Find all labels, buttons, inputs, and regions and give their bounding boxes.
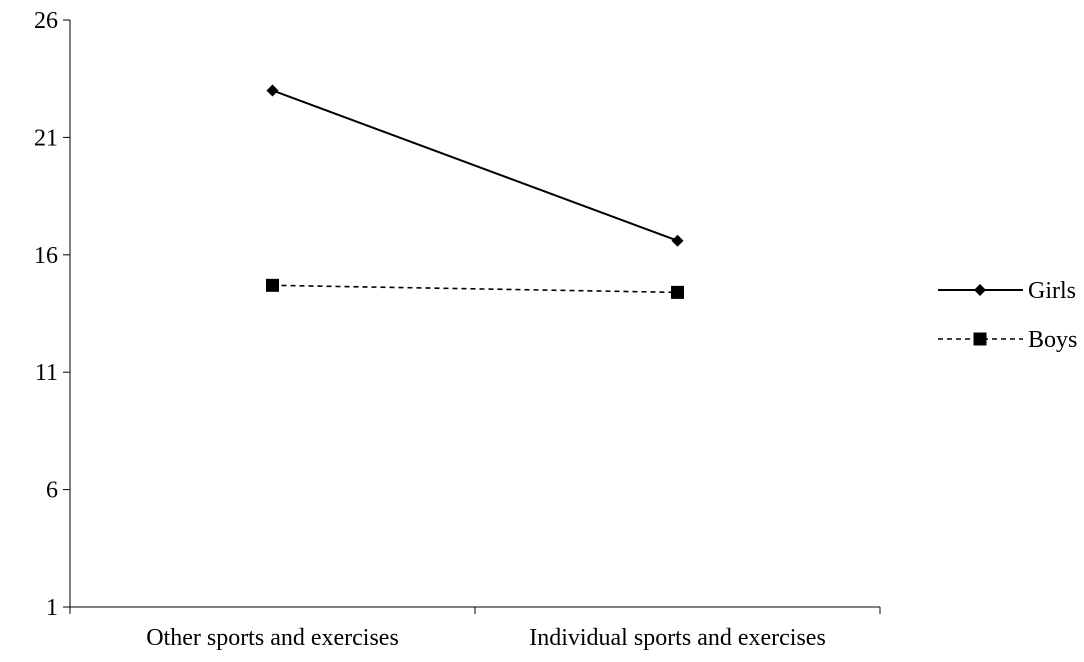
axes xyxy=(69,20,880,608)
data-point-girls xyxy=(266,84,279,97)
legend-marker-girls xyxy=(974,284,986,296)
y-tick-label: 16 xyxy=(34,243,58,269)
y-tick-label: 6 xyxy=(46,478,58,504)
legend-marker-boys xyxy=(973,332,987,346)
x-ticks: Other sports and exercises Individual spo… xyxy=(69,607,881,651)
data-point-girls xyxy=(671,234,684,247)
data-point-boys xyxy=(671,285,684,299)
legend-label-girls: Girls xyxy=(1028,278,1076,304)
x-category-label: Individual sports and exercises xyxy=(529,625,826,651)
data-point-boys xyxy=(266,278,279,292)
series-layer xyxy=(266,84,684,299)
y-tick-label: 21 xyxy=(34,125,58,151)
legend: Girls Boys xyxy=(938,278,1077,353)
series-line-girls xyxy=(272,89,678,242)
y-tick-label: 11 xyxy=(35,360,58,386)
x-category-label: Other sports and exercises xyxy=(146,625,399,651)
legend-label-boys: Boys xyxy=(1028,327,1077,353)
series-line-boys xyxy=(272,284,678,294)
y-tick-label: 26 xyxy=(34,8,58,34)
y-tick-label: 1 xyxy=(46,595,58,621)
